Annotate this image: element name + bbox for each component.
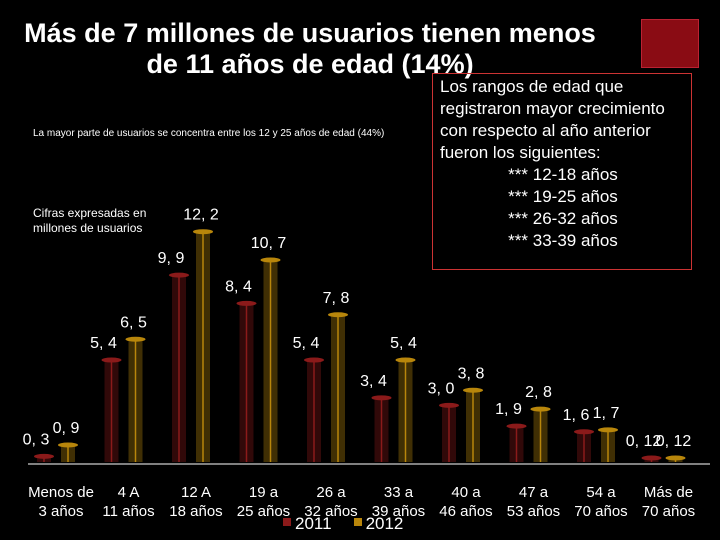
category-label-line: 18 años [169,503,222,520]
bar-cap-2011 [101,357,122,363]
data-label-2011: 8, 4 [225,278,252,295]
bar-cap-2012 [395,357,416,363]
data-label-2012: 12, 2 [183,207,219,224]
bar-cap-2012 [260,257,281,263]
category-label: 19 a 25 años [237,484,290,520]
chart-legend: 2011 2012 [283,514,403,534]
bar-cap-2012 [328,312,348,318]
data-label-2011: 5, 4 [293,335,320,352]
bar-cap-2011 [34,453,54,459]
category-label-line: 40 a [451,484,481,501]
bar-cap-2011 [371,395,392,401]
bar-cap-2011 [439,402,459,408]
category-label-line: 46 años [439,503,492,520]
data-label-2012: 0, 9 [53,420,80,437]
legend-swatch-2012 [353,518,362,526]
category-label-line: 47 a [519,484,549,501]
data-label-2012: 7, 8 [323,290,350,307]
category-label: 12 A 18 años [169,484,222,520]
legend-item-2012: 2012 [353,514,404,534]
category-label-line: Menos de [28,484,94,501]
data-label-2012: 1, 7 [593,405,620,422]
note-item: *** 12-18 años [508,165,618,184]
chart-subtitle: La mayor parte de usuarios se concentra … [33,128,385,139]
data-label-2011: 1, 9 [495,401,522,418]
bar-cap-2011 [236,300,257,306]
category-label: 4 A 11 años [102,484,154,520]
data-label-2012: 6, 5 [120,314,147,331]
bar-cap-2012 [463,387,483,393]
category-label-line: 26 a [316,484,346,501]
category-label: 33 a 39 años [372,484,425,520]
category-label: Menos de 3 años [28,484,94,520]
category-label: Más de 70 años [642,484,695,520]
bar-cap-2012 [530,406,551,412]
bar-cap-2011 [506,423,527,429]
legend-swatch-2011 [283,518,291,526]
category-label-line: 70 años [642,503,695,520]
data-label-2011: 9, 9 [158,250,185,267]
bar-cap-2011 [169,272,189,278]
data-label-2011: 5, 4 [90,335,117,352]
data-label-2012: 5, 4 [390,335,417,352]
data-label-2011: 0, 12 [626,433,662,450]
category-label-line: 32 años [304,503,357,520]
category-label-line: 3 años [38,503,83,520]
category-label: 54 a 70 años [574,484,627,520]
category-label-line: 70 años [574,503,627,520]
growth-note: Los rangos de edad que registraron mayor… [440,76,686,252]
bar-cap-2011 [574,429,594,435]
category-label: 47 a 53 años [507,484,560,520]
data-label-2012: 0, 12 [656,433,692,450]
legend-label-2011: 2011 [295,514,332,533]
category-label-line: 33 a [384,484,414,501]
category-label-line: 53 años [507,503,560,520]
note-intro: Los rangos de edad que registraron mayor… [440,77,665,162]
bar-cap-2011 [304,357,324,363]
category-label-line: 39 años [372,503,425,520]
category-label-line: 25 años [237,503,290,520]
category-label-line: Más de [644,484,693,501]
bar-cap-2011 [641,455,662,461]
bar-cap-2012 [665,455,686,461]
data-label-2011: 1, 6 [563,407,590,424]
category-label: 40 a 46 años [439,484,492,520]
decorative-red-box [641,19,699,68]
note-box [432,73,692,270]
data-label-2011: 3, 0 [428,380,455,397]
category-label-line: 11 años [102,503,154,520]
category-label: 26 a 32 años [304,484,357,520]
bar-cap-2012 [58,442,78,448]
category-label-line: 4 A [118,484,140,501]
data-label-2012: 3, 8 [458,365,485,382]
note-item: *** 19-25 años [508,187,618,206]
legend-label-2012: 2012 [365,514,404,533]
chart-title: Más de 7 millones de usuarios tienen men… [24,18,596,79]
bar-cap-2012 [598,427,618,433]
note-item: *** 33-39 años [508,231,618,250]
bar-cap-2012 [193,229,213,235]
note-item: *** 26-32 años [508,209,618,228]
units-note: Cifras expresadas en millones de usuario… [33,206,147,235]
data-label-2011: 0, 3 [23,431,50,448]
category-label-line: 19 a [249,484,279,501]
data-label-2012: 2, 8 [525,384,552,401]
data-label-2012: 10, 7 [251,235,287,252]
legend-item-2011: 2011 [283,514,332,534]
category-label-line: 54 a [586,484,616,501]
data-label-2011: 3, 4 [360,373,387,390]
bar-cap-2012 [125,336,146,342]
category-label-line: 12 A [181,484,211,501]
